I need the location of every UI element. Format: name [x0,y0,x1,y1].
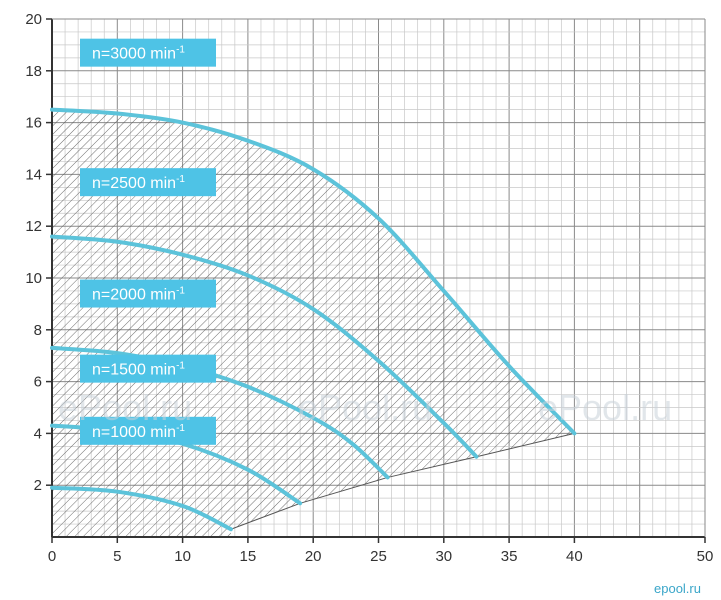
y-tick-label: 18 [25,63,42,80]
speed-curve [50,485,233,532]
corner-watermark: epool.ru [654,581,701,596]
x-tick-label: 10 [174,548,191,565]
curve-label-background [80,354,216,383]
curve-label-background [80,168,216,197]
curve-label-text: n=2500 min-1 [92,174,185,192]
x-tick-label: 50 [697,548,714,565]
curve-label-background [80,416,216,445]
curve-label: n=2000 min-1 [80,279,216,308]
watermark: ePool.ru [298,387,432,428]
y-tick-label: 12 [25,218,42,235]
speed-curve [50,234,479,459]
x-tick-label: 20 [305,548,322,565]
curve-label-text: n=1000 min-1 [92,423,185,441]
y-tick-label: 6 [34,374,42,391]
watermark: ePool.ru [58,387,192,428]
curve-label: n=3000 min-1 [80,38,216,67]
y-tick-label: 8 [34,322,42,339]
curve-label-text: n=2000 min-1 [92,286,185,304]
curve-label: n=1500 min-1 [80,354,216,383]
x-tick-label: 25 [370,548,387,565]
curve-label-text: n=3000 min-1 [92,45,185,63]
speed-curve [50,107,577,436]
x-tick-label: 15 [240,548,257,565]
y-tick-label: 2 [34,477,42,494]
x-tick-labels: 0 5 10 15 20 25 30 35 40 50 [48,537,714,565]
y-tick-label: 10 [25,270,42,287]
curve-label: n=1000 min-1 [80,416,216,445]
y-tick-labels: 2 4 6 8 10 12 14 16 18 20 [25,11,52,494]
watermark: ePool.ru [538,387,672,428]
speed-curves [50,107,577,532]
x-tick-label: 0 [48,548,56,565]
y-tick-label: 16 [25,115,42,132]
x-tick-label: 35 [501,548,518,565]
x-tick-label: 30 [435,548,452,565]
y-tick-label: 14 [25,166,42,183]
curve-label-background [80,38,216,67]
curve-labels: n=3000 min-1 n=2500 min-1 n=2000 min-1 n=15… [80,38,216,445]
y-tick-label: 20 [25,11,42,28]
curve-label-background [80,279,216,308]
curve-label-text: n=1500 min-1 [92,361,185,379]
watermarks: ePool.ru ePool.ru ePool.ru [58,387,672,428]
speed-curve [50,345,390,480]
x-tick-label: 5 [113,548,121,565]
y-tick-label: 4 [34,425,42,442]
x-tick-label: 40 [566,548,583,565]
curve-label: n=2500 min-1 [80,168,216,197]
